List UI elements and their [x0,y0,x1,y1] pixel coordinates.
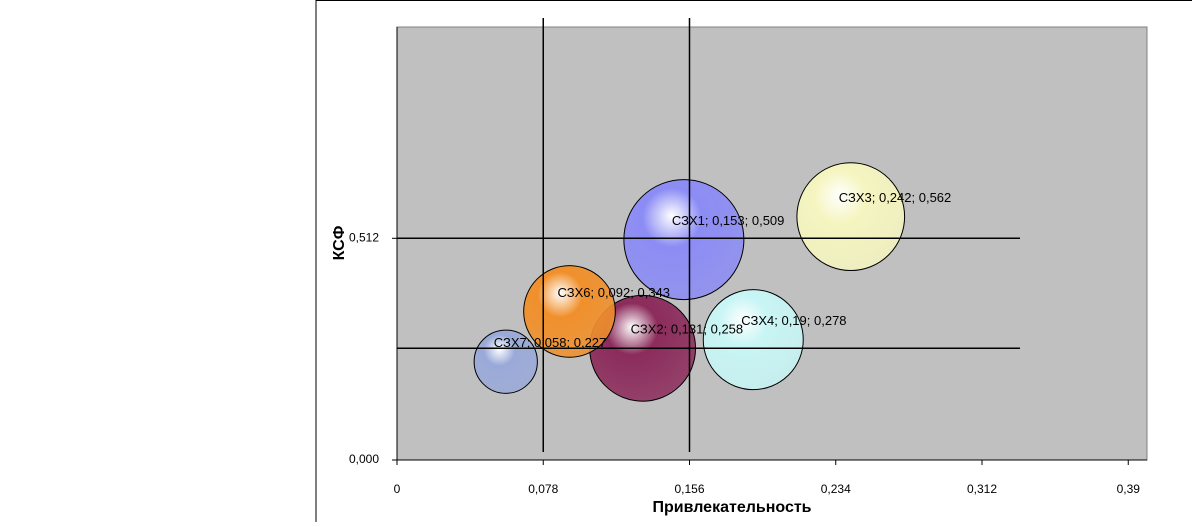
x-tick-label: 0,234 [821,482,851,496]
x-tick-label: 0,078 [528,482,558,496]
data-label: СЗХ1; 0,153; 0,509 [672,213,785,228]
bubble [473,329,538,394]
data-label: СЗХ7; 0,058; 0,227 [494,335,607,350]
y-axis-title: КСФ [331,225,348,260]
x-tick-label: 0 [394,482,401,496]
x-tick-label: 0,312 [967,482,997,496]
x-tick-label: 0,156 [674,482,704,496]
bubble [623,179,745,301]
data-label: СЗХ4; 0,19; 0,278 [741,313,846,328]
data-label: СЗХ3; 0,242; 0,562 [839,190,952,205]
y-tick-label: 0,512 [349,230,379,244]
y-tick-label: 0,000 [349,452,379,466]
x-axis-title: Привлекательность [652,499,811,516]
bubble [523,265,616,358]
plot-area [396,26,1148,461]
data-label: СЗХ6; 0,092; 0,343 [558,285,671,300]
bubble [796,162,906,272]
bubble [702,289,804,391]
data-label: СЗХ2; 0,131; 0,258 [631,322,744,337]
x-tick-label: 0,39 [1117,482,1141,496]
